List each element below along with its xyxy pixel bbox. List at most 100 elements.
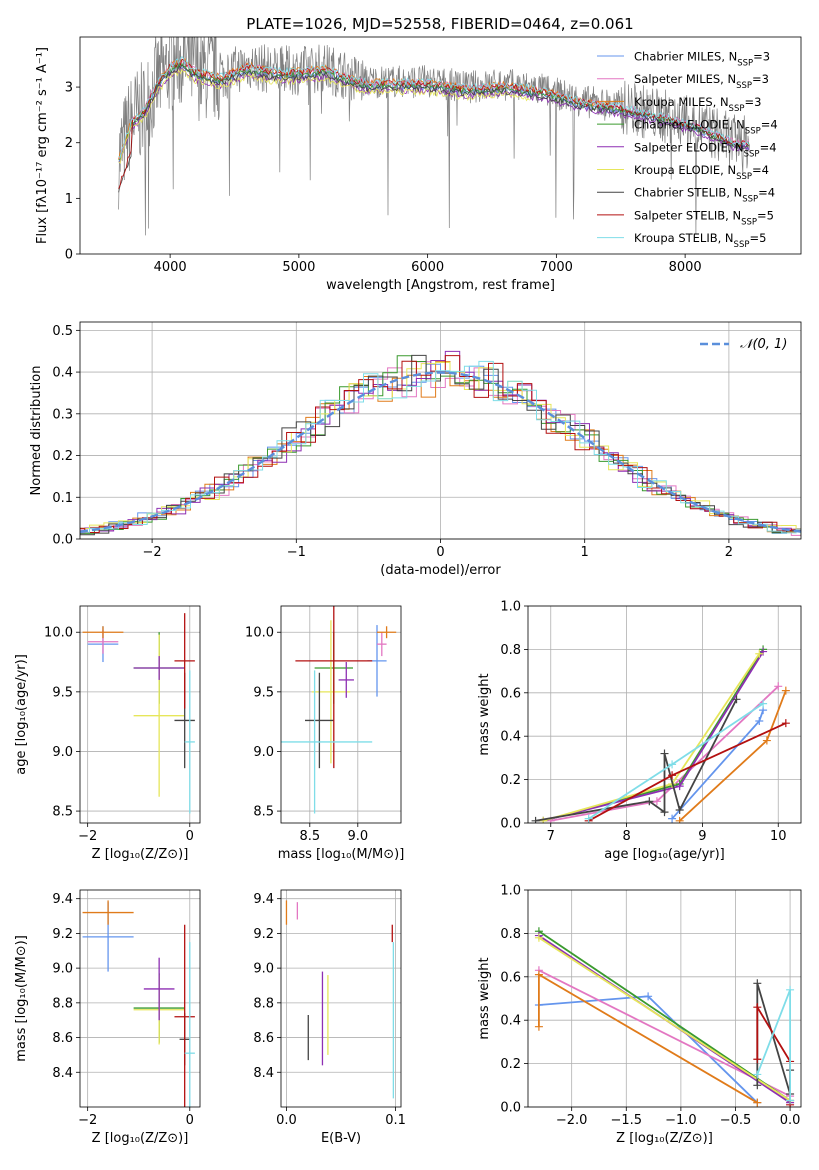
x-tick-label: 4000 — [154, 260, 187, 275]
y-tick-label: 0.8 — [500, 643, 521, 658]
legend-label: Salpeter STELIB, NSSP=5 — [634, 208, 774, 227]
point-marker — [753, 979, 762, 988]
y-tick-label: 0.0 — [500, 817, 521, 832]
y-tick-label: 8.6 — [52, 1031, 73, 1046]
y-tick-label: 1 — [65, 192, 73, 207]
y-tick-label: 0.1 — [52, 491, 73, 506]
histogram-step-line — [80, 360, 801, 534]
point-marker — [644, 992, 653, 1001]
x-axis-label: age [log₁₀(age/yr)] — [604, 847, 725, 862]
point-marker — [732, 695, 741, 704]
point-marker — [534, 970, 543, 979]
point-marker — [584, 814, 593, 823]
x-tick-label: −2.0 — [556, 1113, 588, 1128]
y-tick-label: 8.5 — [253, 805, 274, 820]
point-marker — [645, 797, 654, 806]
x-tick-label: 6000 — [411, 260, 444, 275]
legend-label: Chabrier STELIB, NSSP=4 — [634, 186, 775, 205]
weight-line-4 — [538, 930, 791, 1102]
model-line-9 — [118, 56, 750, 159]
y-tick-label: 9.0 — [52, 962, 73, 977]
plot-area — [285, 900, 395, 1099]
y-tick-label: 10.0 — [245, 626, 274, 641]
model-line-6 — [118, 68, 530, 164]
legend-label: Kroupa ELODIE, NSSP=4 — [634, 163, 769, 182]
y-tick-label: 0.6 — [500, 686, 521, 701]
x-tick-label: 0.0 — [780, 1113, 801, 1128]
y-tick-label: 8.4 — [52, 1066, 73, 1081]
y-tick-label: 9.4 — [253, 892, 274, 907]
x-tick-label: 0.1 — [385, 1113, 406, 1128]
y-tick-label: 9.0 — [253, 745, 274, 760]
point-marker — [762, 736, 771, 745]
mass-vs-metallicity-panel: −2 0 8.4 8.6 8.8 9.0 9.2 9.4 Z [log₁₀(Z/Z⊙)] mass… — [14, 889, 201, 1146]
y-tick-label: 9.2 — [52, 927, 73, 942]
y-axis-label: Normed distribution — [29, 366, 44, 496]
plot-area — [281, 606, 397, 814]
y-tick-label: 0.2 — [500, 1057, 521, 1072]
y-tick-label: 8.8 — [253, 996, 274, 1011]
y-tick-label: 2 — [65, 136, 73, 151]
point-marker — [652, 797, 661, 806]
point-marker — [786, 985, 795, 994]
y-tick-label: 10.0 — [44, 626, 73, 641]
y-tick-label: 0.8 — [500, 927, 521, 942]
weight-line-6 — [542, 653, 761, 822]
y-tick-label: 1.0 — [500, 600, 521, 615]
legend-label: Salpeter MILES, NSSP=3 — [634, 72, 769, 91]
weight-line-3 — [679, 690, 787, 822]
weight-line-7 — [535, 698, 738, 822]
point-marker — [534, 933, 543, 942]
point-marker — [675, 782, 684, 791]
legend-label: Salpeter ELODIE, NSSP=4 — [634, 140, 777, 159]
legend-label: Chabrier ELODIE, NSSP=4 — [634, 118, 778, 137]
point-marker — [781, 686, 790, 695]
x-tick-label: 10 — [770, 829, 787, 844]
plot-area — [534, 927, 795, 1107]
residual-histogram-panel: −2 −1 0 1 2 0.0 0.1 0.2 0.3 0.4 0.5 (data-model)/er… — [29, 321, 802, 578]
x-axis-label: Z [log₁₀(Z/Z⊙)] — [92, 1131, 189, 1146]
observed-spectrum-line — [118, 37, 750, 236]
x-tick-label: 0 — [186, 829, 194, 844]
point-marker — [753, 1055, 762, 1064]
x-tick-label: −2 — [143, 545, 162, 560]
y-tick-label: 0.2 — [500, 773, 521, 788]
point-marker — [531, 816, 540, 823]
y-tick-label: 0.4 — [52, 366, 73, 381]
y-tick-label: 0 — [65, 248, 73, 263]
x-axis-label: (data-model)/error — [380, 563, 501, 578]
plot-area — [118, 37, 750, 236]
y-tick-label: 0.4 — [500, 730, 521, 745]
axes-frame — [280, 889, 402, 1108]
weight-vs-age-panel: 7 8 9 10 0.0 0.2 0.4 0.6 0.8 1.0 age [log₁₀(age/yr… — [477, 600, 802, 862]
axes-frame — [280, 605, 402, 824]
x-tick-label: 5000 — [282, 260, 315, 275]
x-tick-label: 0.0 — [276, 1113, 297, 1128]
weight-line-7 — [756, 983, 791, 1095]
y-tick-label: 0.0 — [52, 533, 73, 548]
y-tick-label: 0.5 — [52, 324, 73, 339]
point-marker — [668, 771, 677, 780]
x-tick-label: 2 — [725, 545, 733, 560]
legend-label: Kroupa MILES, NSSP=3 — [634, 95, 761, 114]
weight-vs-metallicity-panel: −2.0 −1.5 −1.0 −0.5 0.0 0.0 0.2 0.4 0.6 0.8 1.0 Z [… — [477, 884, 802, 1146]
point-marker — [534, 1022, 543, 1031]
point-marker — [668, 814, 677, 823]
point-marker — [660, 749, 669, 758]
point-marker — [753, 1003, 762, 1012]
point-marker — [781, 719, 790, 728]
age-vs-mass-panel: 8.5 9.0 8.5 9.0 9.5 10.0 mass [log₁₀(M/M⊙)] — [245, 605, 404, 862]
y-axis-label: mass [log₁₀(M/M⊙)] — [14, 935, 29, 1062]
y-axis-label: age [log₁₀(age/yr)] — [14, 654, 29, 775]
y-tick-label: 0.6 — [500, 970, 521, 985]
weight-line-6 — [538, 936, 791, 1102]
y-tick-label: 8.4 — [253, 1066, 274, 1081]
x-tick-label: −2 — [78, 1113, 97, 1128]
plot-area — [531, 645, 790, 823]
x-tick-label: −1.0 — [665, 1113, 697, 1128]
y-axis-label: mass weight — [477, 957, 492, 1039]
legend-label: 𝒩(0, 1) — [740, 337, 787, 352]
x-tick-label: −2 — [78, 829, 97, 844]
y-axis-label: mass weight — [477, 673, 492, 755]
